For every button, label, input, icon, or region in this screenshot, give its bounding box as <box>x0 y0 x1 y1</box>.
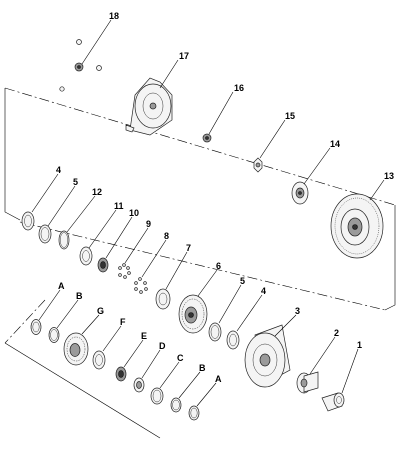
part-4-lower <box>226 330 240 350</box>
callout-E: E <box>141 331 147 341</box>
callout-B-left: B <box>76 291 83 301</box>
callout-5-lower: 5 <box>240 276 245 286</box>
part-6 <box>178 294 208 334</box>
callout-4-lower: 4 <box>261 286 266 296</box>
callout-13: 13 <box>384 171 394 181</box>
part-16 <box>202 133 212 143</box>
part-E <box>115 366 127 382</box>
callout-8: 8 <box>164 231 169 241</box>
leader-lines <box>31 19 385 407</box>
callout-F: F <box>120 317 126 327</box>
part-15 <box>253 157 263 173</box>
callout-A-left: A <box>58 281 65 291</box>
part-8 <box>134 277 148 294</box>
part-14 <box>291 181 309 205</box>
part-5-upper <box>38 224 52 244</box>
callout-15: 15 <box>285 111 295 121</box>
callout-3: 3 <box>295 306 300 316</box>
part-A-right <box>188 405 200 421</box>
callout-17: 17 <box>179 51 189 61</box>
part-9 <box>118 263 131 279</box>
callout-1: 1 <box>357 340 362 350</box>
part-B-left <box>48 327 60 343</box>
part-C <box>150 387 164 405</box>
part-1 <box>321 392 345 412</box>
callout-18: 18 <box>109 11 119 21</box>
callout-2: 2 <box>334 328 339 338</box>
callout-D: D <box>159 341 166 351</box>
part-12 <box>58 230 70 250</box>
part-7 <box>155 288 171 310</box>
callout-9: 9 <box>146 219 151 229</box>
callout-4-upper: 4 <box>56 165 61 175</box>
callout-5-upper: 5 <box>73 177 78 187</box>
part-D <box>133 377 145 393</box>
part-5-lower <box>208 322 222 342</box>
part-4-upper <box>21 211 35 231</box>
part-17 <box>125 77 173 136</box>
part-13 <box>330 193 384 259</box>
callout-6: 6 <box>216 261 221 271</box>
callout-G: G <box>97 306 104 316</box>
assembly-frame <box>4 87 396 439</box>
callout-11: 11 <box>114 201 124 211</box>
callout-B-right: B <box>199 363 206 373</box>
callout-16: 16 <box>234 83 244 93</box>
part-F <box>92 350 106 370</box>
part-G <box>63 332 89 366</box>
part-10 <box>97 257 109 273</box>
callout-A-right: A <box>215 374 222 384</box>
callout-14: 14 <box>330 139 340 149</box>
part-2 <box>296 371 319 394</box>
part-18 <box>59 39 102 92</box>
callout-10: 10 <box>129 208 139 218</box>
callout-12: 12 <box>92 187 102 197</box>
part-11 <box>79 246 93 266</box>
part-3 <box>244 324 291 388</box>
part-B-right <box>170 397 182 413</box>
callout-7: 7 <box>186 243 191 253</box>
part-A-left <box>30 319 42 335</box>
callout-C: C <box>177 353 184 363</box>
callout-labels: 18 17 16 15 14 13 4 5 12 11 10 9 8 7 6 5… <box>56 11 394 384</box>
